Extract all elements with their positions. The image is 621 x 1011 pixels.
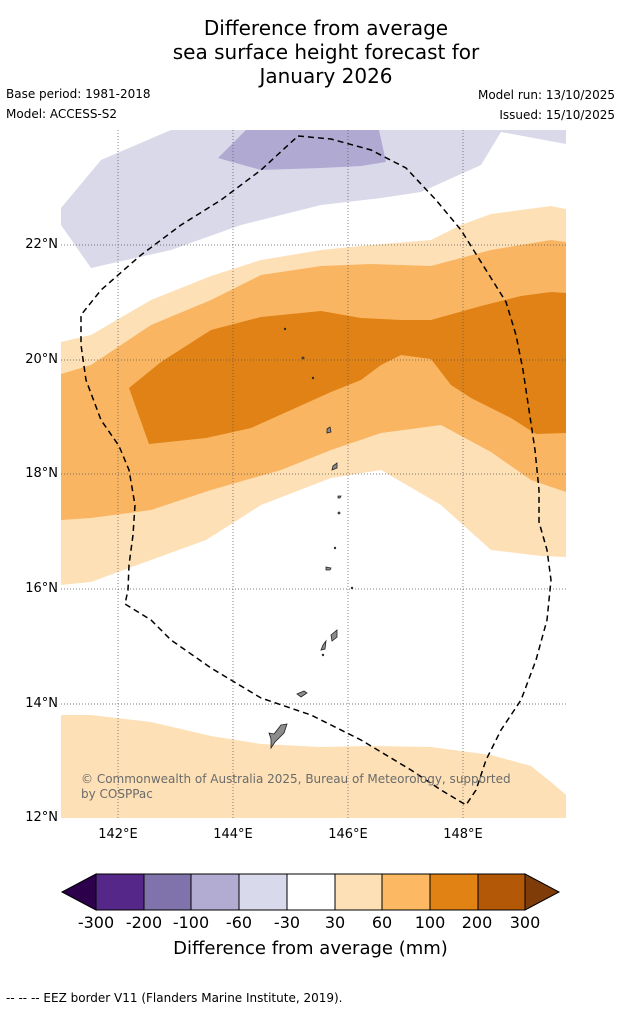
copyright-notice: © Commonwealth of Australia 2025, Bureau… xyxy=(81,772,511,801)
colorbar-bin-60-100 xyxy=(381,873,431,911)
colorbar-max-extend xyxy=(524,873,561,911)
colorbar-title: Difference from average (mm) xyxy=(173,938,448,959)
eez-border xyxy=(80,135,552,807)
map xyxy=(61,130,566,818)
eez-border-legend: -- -- -- EEZ border V11 (Flanders Marine… xyxy=(6,991,343,1005)
colorbar-tick-neg-100: -100 xyxy=(172,913,210,932)
colorbar-tick-neg-200: -200 xyxy=(125,913,163,932)
model-name: Model: ACCESS-S2 xyxy=(6,107,118,121)
lon-label-146e: 146°E xyxy=(328,827,368,842)
colorbar-tick-neg-60: -60 xyxy=(225,913,253,932)
colorbar-bin-neg-100-60 xyxy=(190,873,240,911)
lat-label-12n: 12°N xyxy=(25,810,58,825)
colorbar-bin-30-60 xyxy=(334,873,383,911)
base-period: Base period: 1981-2018 xyxy=(6,87,151,101)
island-tinian xyxy=(320,639,327,651)
colorbar-bin-neg-200-100 xyxy=(143,873,192,911)
island-small-5 xyxy=(337,511,341,515)
island-small-3 xyxy=(326,426,332,434)
colorbar-tick-100: 100 xyxy=(414,913,446,932)
anomaly-pos-100-200 xyxy=(129,292,566,444)
island-small-8 xyxy=(311,376,315,380)
colorbar-tick-neg-30: -30 xyxy=(273,913,301,932)
graticule xyxy=(61,130,566,818)
anomaly-neg-100-60 xyxy=(218,130,386,170)
lat-label-14n: 14°N xyxy=(25,696,58,711)
lon-label-142e: 142°E xyxy=(98,827,138,842)
chart-title: Difference from average sea surface heig… xyxy=(0,16,621,88)
title-line-1: Difference from average xyxy=(203,16,449,40)
island-saipan xyxy=(330,629,338,642)
island-guam xyxy=(268,723,288,750)
title-line-2: sea surface height forecast for xyxy=(172,40,480,64)
island-rota xyxy=(296,690,308,698)
islands xyxy=(268,327,354,750)
colorbar-tick-200: 200 xyxy=(461,913,493,932)
issued-date: Issued: 15/10/2025 xyxy=(499,108,615,122)
island-small-4 xyxy=(337,495,342,499)
island-small-10 xyxy=(283,327,287,331)
colorbar-tick-300: 300 xyxy=(509,913,541,932)
island-small-2 xyxy=(331,462,338,471)
model-run-date: Model run: 13/10/2025 xyxy=(477,88,615,102)
lat-label-16n: 16°N xyxy=(25,581,58,596)
anomaly-pos-30-60-south xyxy=(61,715,566,818)
colorbar xyxy=(60,873,561,911)
anomaly-neg-60-30 xyxy=(61,130,566,268)
colorbar-bin-neg-300-200 xyxy=(95,873,145,911)
island-small-6 xyxy=(333,546,337,550)
island-small-7 xyxy=(350,586,354,590)
lon-label-144e: 144°E xyxy=(213,827,253,842)
colorbar-min-extend xyxy=(60,873,97,911)
lon-label-148e: 148°E xyxy=(443,827,483,842)
colorbar-bin-neg-30-30 xyxy=(286,873,336,911)
island-small-11 xyxy=(321,653,325,657)
lat-label-20n: 20°N xyxy=(25,352,58,367)
colorbar-tick-30: 30 xyxy=(324,913,346,932)
lat-label-18n: 18°N xyxy=(25,466,58,481)
colorbar-tick-60: 60 xyxy=(371,913,393,932)
colorbar-bin-200-300 xyxy=(477,873,526,911)
title-line-3: January 2026 xyxy=(259,64,393,88)
colorbar-bin-100-200 xyxy=(429,873,479,911)
colorbar-bin-neg-60-30 xyxy=(238,873,288,911)
island-small-1 xyxy=(325,566,332,571)
lat-label-22n: 22°N xyxy=(25,237,58,252)
island-small-9 xyxy=(301,356,305,360)
colorbar-tick-neg-300: -300 xyxy=(77,913,115,932)
